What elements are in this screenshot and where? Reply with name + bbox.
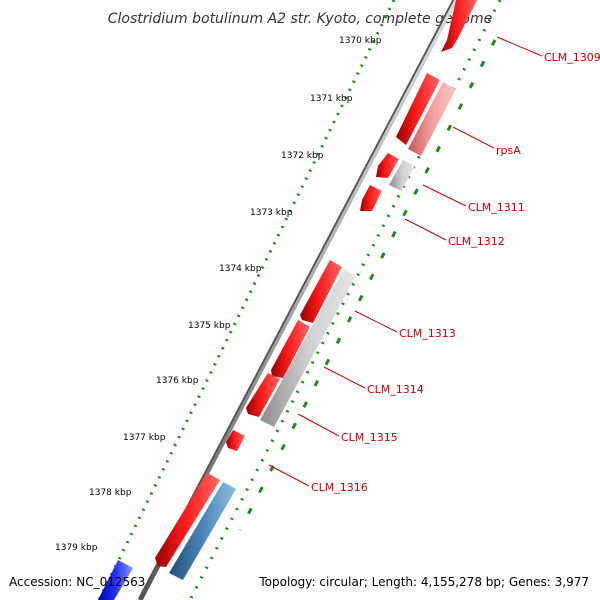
label-leaders xyxy=(268,36,543,487)
gene-arrow[interactable] xyxy=(376,153,399,178)
tick-label: 1373 kbp xyxy=(250,208,293,218)
gene-arrow[interactable] xyxy=(396,73,440,145)
gene-arrow[interactable] xyxy=(226,430,245,451)
gene-arrow[interactable] xyxy=(155,473,220,567)
accession-text: Accession: NC_012563 xyxy=(9,575,145,589)
gene-label[interactable]: CLM_1314 xyxy=(367,383,424,396)
tick-label: 1379 kbp xyxy=(55,543,98,553)
map-title: Clostridium botulinum A2 str. Kyoto, com… xyxy=(108,11,493,27)
gene-arrow[interactable] xyxy=(441,0,477,52)
tick-label: 1374 kbp xyxy=(219,264,262,274)
label-leader xyxy=(496,36,543,57)
gene-arrow[interactable] xyxy=(169,482,236,580)
gene-label[interactable]: CLM_1311 xyxy=(468,201,525,214)
gene-arrow[interactable] xyxy=(360,185,382,211)
gene-labels: CLM_1309 rpsA CLM_1311 CLM_1312 CLM_1313… xyxy=(311,51,600,494)
gene-label[interactable]: CLM_1313 xyxy=(399,327,456,340)
label-leader xyxy=(354,310,398,333)
gc-skew-track xyxy=(238,39,497,531)
label-leader xyxy=(297,413,340,437)
topology-text: Topology: circular; Length: 4,155,278 bp… xyxy=(258,575,589,589)
tick-label: 1372 kbp xyxy=(281,151,324,161)
tick-label: 1376 kbp xyxy=(156,376,199,386)
gene-arrow[interactable] xyxy=(260,269,356,427)
label-leader xyxy=(422,184,467,207)
label-leader xyxy=(323,366,366,389)
gene-arrow[interactable] xyxy=(246,373,280,417)
gene-arrow[interactable] xyxy=(408,82,456,156)
gene-label[interactable]: CLM_1309 xyxy=(544,51,600,64)
gene-label[interactable]: CLM_1312 xyxy=(448,235,505,248)
gene-arrow[interactable] xyxy=(300,260,342,323)
gene-arrow[interactable] xyxy=(389,160,415,191)
label-leader xyxy=(268,464,310,487)
tick-label: 1377 kbp xyxy=(123,433,166,443)
tick-label: 1371 kbp xyxy=(310,94,353,104)
gene-arrow[interactable] xyxy=(271,320,310,378)
tick-label: 1375 kbp xyxy=(188,321,231,331)
tick-label: 1378 kbp xyxy=(89,488,132,498)
features xyxy=(98,0,477,600)
tick-label: 1370 kbp xyxy=(339,36,382,46)
tick-labels: 1370 kbp 1371 kbp 1372 kbp 1373 kbp 1374… xyxy=(55,36,382,553)
gene-label[interactable]: CLM_1316 xyxy=(311,481,368,494)
gc-track-inner xyxy=(188,0,502,600)
label-leader xyxy=(452,126,495,149)
gene-label[interactable]: CLM_1315 xyxy=(341,431,398,444)
gene-arrow[interactable] xyxy=(98,560,133,600)
gene-label[interactable]: rpsA xyxy=(496,144,521,157)
gc-track-outer xyxy=(97,0,396,600)
label-leader xyxy=(404,218,447,241)
